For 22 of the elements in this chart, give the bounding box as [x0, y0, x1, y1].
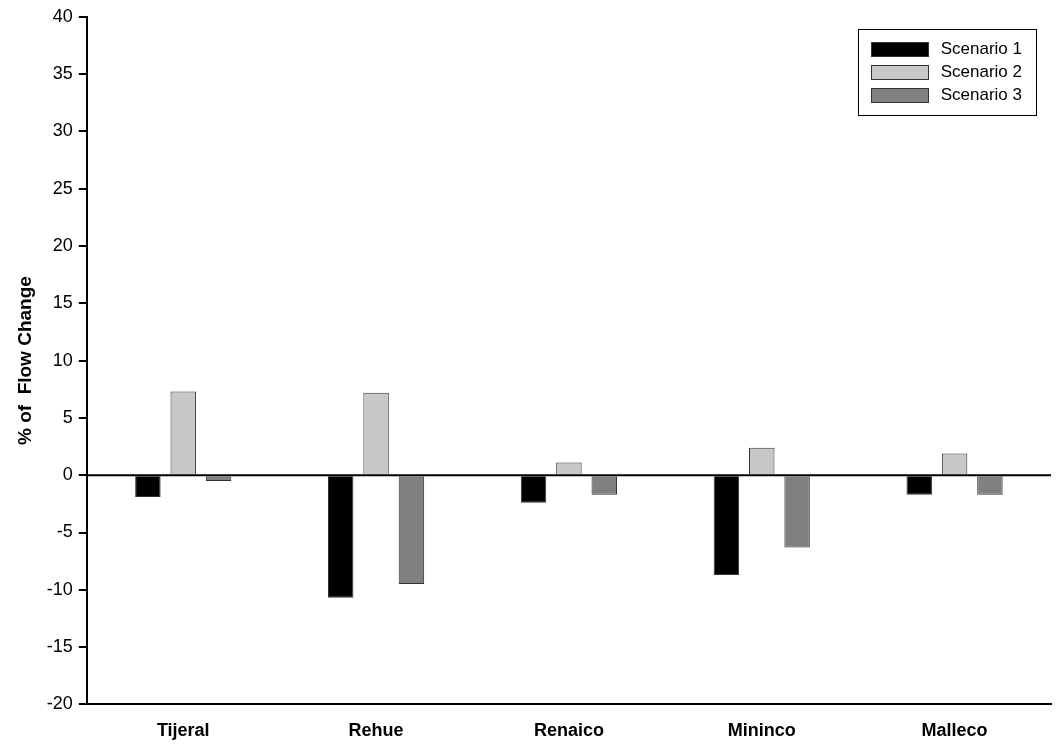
legend-label: Scenario 2	[940, 62, 1022, 83]
x-tick-label: Rehue	[348, 720, 404, 741]
y-tick-label: 15	[52, 292, 73, 313]
y-tick-label: 25	[52, 177, 73, 198]
x-tick-label: Malleco	[921, 720, 988, 741]
y-tick-label: -5	[56, 521, 73, 542]
y-tick-label: 35	[52, 63, 73, 84]
y-axis-title: % of Flow Change	[13, 276, 35, 446]
y-tick-label: 30	[52, 120, 73, 141]
y-tick-label: 40	[52, 5, 73, 26]
x-tick-label: Tijeral	[156, 720, 210, 741]
y-tick-label: 0	[62, 464, 73, 485]
y-tick-label: -10	[46, 578, 73, 599]
x-tick-label: Mininco	[727, 720, 796, 741]
y-tick-label: 5	[62, 406, 73, 427]
y-tick-label: 20	[52, 234, 73, 255]
y-tick-label: 10	[52, 349, 73, 370]
legend-label: Scenario 3	[940, 85, 1022, 106]
y-tick-label: -20	[46, 693, 73, 714]
y-tick-label: -15	[46, 636, 73, 657]
legend-label: Scenario 1	[940, 39, 1022, 60]
x-tick-label: Renaico	[533, 720, 604, 741]
